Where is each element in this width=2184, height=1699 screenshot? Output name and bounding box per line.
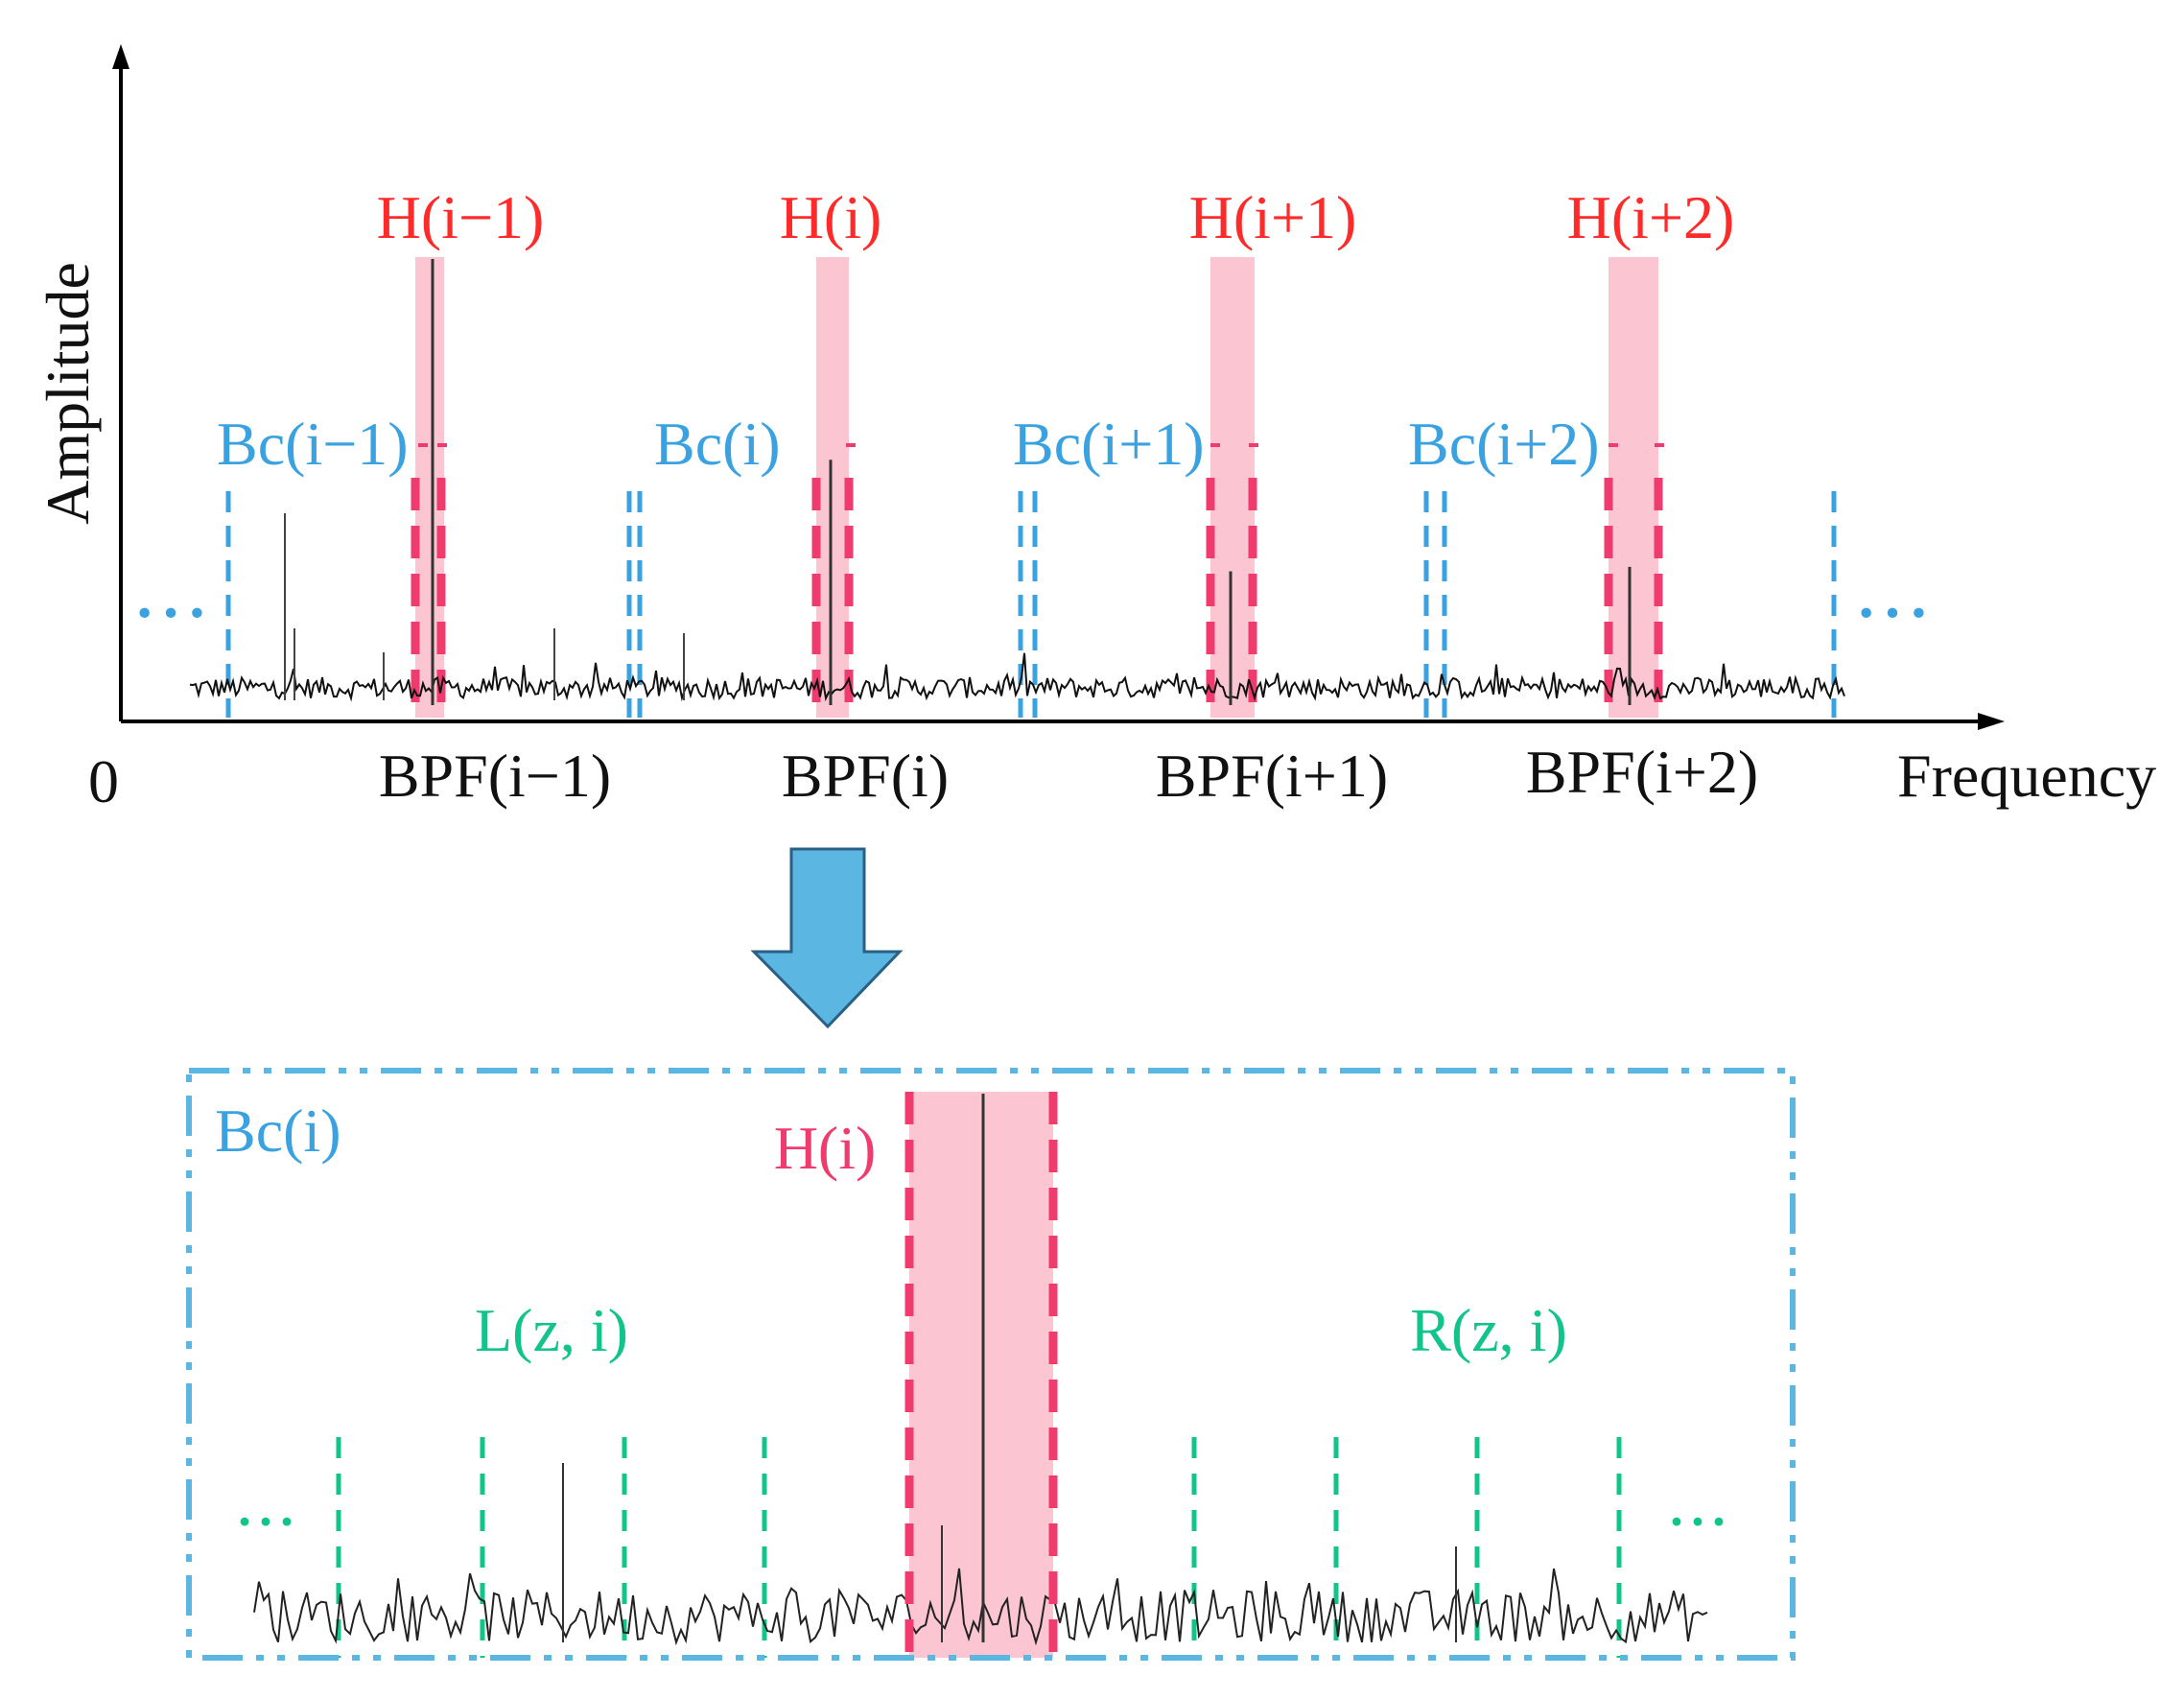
bc-zoom-frame xyxy=(186,1068,1796,1661)
bpf-label: BPF(i+2) xyxy=(1526,738,1758,806)
ellipsis-right: ··· xyxy=(1856,578,1935,647)
zoom-h-label: H(i) xyxy=(774,1114,877,1182)
band-h-i-zoom xyxy=(909,1092,1053,1658)
bpf-label: BPF(i−1) xyxy=(379,742,611,810)
h-label: H(i+1) xyxy=(1189,183,1357,251)
zoom-spectrum-trace xyxy=(253,1568,1708,1646)
zoom-ellipsis-left: ··· xyxy=(236,1493,299,1550)
top-panel: ··· ··· Amplitude Frequency 0 H(i−1) H(i… xyxy=(34,44,2156,815)
h-label: H(i+2) xyxy=(1567,183,1735,251)
y-axis-arrow xyxy=(112,44,129,69)
h-label: H(i−1) xyxy=(377,183,545,251)
y-axis-label: Amplitude xyxy=(34,262,102,525)
bc-label: Bc(i) xyxy=(654,410,781,478)
h-label: H(i) xyxy=(780,183,882,251)
origin-label: 0 xyxy=(88,747,119,815)
zoom-ellipsis-right: ··· xyxy=(1668,1493,1731,1550)
left-sideband-label: L(z, i) xyxy=(475,1296,628,1364)
band-edges xyxy=(411,478,1663,718)
axes xyxy=(112,44,2005,730)
zoom-spectral-peaks xyxy=(562,1094,1457,1642)
down-arrow xyxy=(750,847,904,1029)
band-h-i xyxy=(816,257,849,718)
bottom-panel: ··· ··· Bc(i) H(i) L(z, i) R(z, i) xyxy=(186,1068,1796,1661)
ellipsis-left: ··· xyxy=(134,578,213,647)
bpf-label: BPF(i) xyxy=(782,742,949,810)
zoom-bc-label: Bc(i) xyxy=(215,1097,341,1165)
right-sideband-label: R(z, i) xyxy=(1410,1296,1567,1364)
band-h-i-plus-2 xyxy=(1609,257,1658,718)
bc-label: Bc(i+2) xyxy=(1408,410,1600,478)
bc-label: Bc(i−1) xyxy=(217,410,409,478)
spectrum-trace xyxy=(189,652,1845,702)
x-axis-arrow xyxy=(1978,713,2005,730)
bpf-label: BPF(i+1) xyxy=(1156,742,1388,810)
band-h-i-plus-1 xyxy=(1210,257,1255,718)
harmonic-bands xyxy=(415,257,1658,718)
bc-label: Bc(i+1) xyxy=(1013,410,1205,478)
spectral-peaks xyxy=(284,259,1632,705)
x-axis-label: Frequency xyxy=(1897,742,2156,810)
